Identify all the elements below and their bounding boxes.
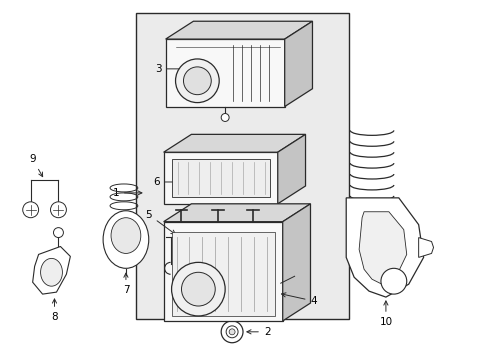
Bar xyxy=(172,231,275,316)
Circle shape xyxy=(50,202,66,218)
Text: 4: 4 xyxy=(282,293,317,306)
Text: 2: 2 xyxy=(247,327,270,337)
Polygon shape xyxy=(164,222,283,321)
Circle shape xyxy=(221,321,243,343)
Text: 3: 3 xyxy=(155,64,187,74)
Polygon shape xyxy=(166,39,285,107)
Polygon shape xyxy=(164,134,306,152)
Polygon shape xyxy=(283,204,311,321)
Polygon shape xyxy=(33,247,71,294)
Bar xyxy=(172,159,270,197)
Ellipse shape xyxy=(175,59,219,103)
Polygon shape xyxy=(164,204,311,222)
Polygon shape xyxy=(359,212,407,284)
Circle shape xyxy=(381,268,407,294)
Circle shape xyxy=(221,113,229,121)
Ellipse shape xyxy=(183,67,211,95)
Polygon shape xyxy=(166,21,313,39)
Circle shape xyxy=(229,329,235,335)
Text: 1: 1 xyxy=(112,188,142,198)
Ellipse shape xyxy=(181,272,215,306)
Bar xyxy=(136,13,349,319)
Polygon shape xyxy=(418,238,434,257)
Ellipse shape xyxy=(41,258,62,286)
Ellipse shape xyxy=(172,262,225,316)
Text: 9: 9 xyxy=(29,154,43,177)
Ellipse shape xyxy=(111,218,141,253)
Circle shape xyxy=(226,326,238,338)
Text: 7: 7 xyxy=(122,273,129,295)
Circle shape xyxy=(53,228,63,238)
Ellipse shape xyxy=(103,211,149,268)
Text: 8: 8 xyxy=(51,299,58,322)
Text: 10: 10 xyxy=(379,301,392,327)
Text: 6: 6 xyxy=(153,177,182,187)
Polygon shape xyxy=(164,152,278,204)
Polygon shape xyxy=(346,198,424,297)
Text: 5: 5 xyxy=(146,210,175,234)
Polygon shape xyxy=(278,134,306,204)
Circle shape xyxy=(23,202,39,218)
Polygon shape xyxy=(285,21,313,107)
